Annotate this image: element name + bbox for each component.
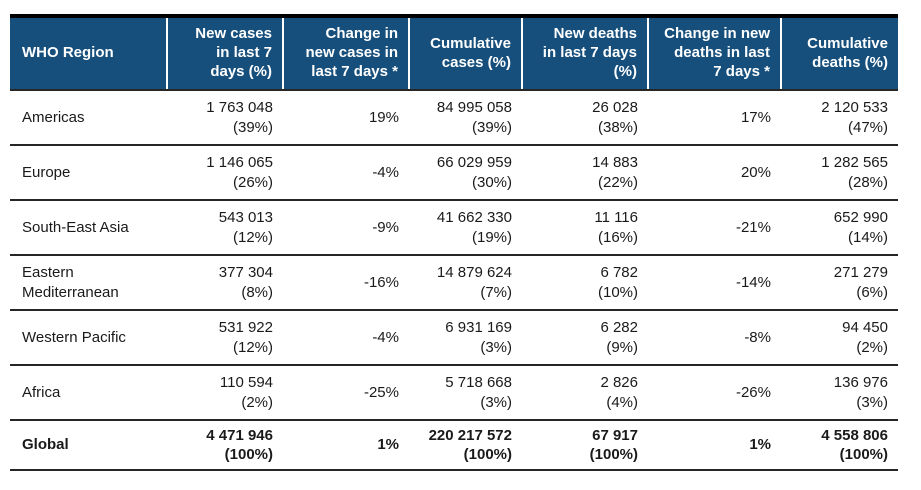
cumulative-deaths-cell: 2 120 533 (47%) <box>781 90 898 146</box>
new-cases-cell: 377 304 (8%) <box>167 255 283 311</box>
new-deaths-cell: 11 116 (16%) <box>522 200 648 256</box>
table-row-europe: Europe 1 146 065 (26%) -4% 66 029 959 (3… <box>10 145 898 201</box>
new-cases-cell: 531 922 (12%) <box>167 310 283 366</box>
region-cell: South-East Asia <box>10 200 167 256</box>
change-deaths-cell: 20% <box>648 145 781 201</box>
cumulative-cases-cell: 41 662 330 (19%) <box>409 200 522 256</box>
cumulative-deaths-cell: 136 976 (3%) <box>781 365 898 421</box>
change-cases-cell: -4% <box>283 310 409 366</box>
who-regional-summary-table: WHO Region New cases in last 7 days (%) … <box>10 14 898 471</box>
change-deaths-cell: 17% <box>648 90 781 146</box>
change-deaths-cell: -26% <box>648 365 781 421</box>
cumulative-cases-cell: 14 879 624 (7%) <box>409 255 522 311</box>
col-header-new-cases: New cases in last 7 days (%) <box>166 14 283 91</box>
new-cases-cell: 543 013 (12%) <box>167 200 283 256</box>
change-deaths-cell: -8% <box>648 310 781 366</box>
new-cases-cell: 110 594 (2%) <box>167 365 283 421</box>
change-cases-cell: 19% <box>283 90 409 146</box>
region-cell: Global <box>10 420 167 471</box>
new-cases-cell: 1 146 065 (26%) <box>167 145 283 201</box>
col-header-change-new-cases: Change in new cases in last 7 days * <box>282 14 409 91</box>
table-row-south-east-asia: South-East Asia 543 013 (12%) -9% 41 662… <box>10 200 898 256</box>
cumulative-deaths-cell: 271 279 (6%) <box>781 255 898 311</box>
cumulative-deaths-cell: 1 282 565 (28%) <box>781 145 898 201</box>
change-cases-cell: -25% <box>283 365 409 421</box>
table-row-eastern-mediterranean: Eastern Mediterranean 377 304 (8%) -16% … <box>10 255 898 311</box>
cumulative-cases-cell: 5 718 668 (3%) <box>409 365 522 421</box>
region-cell: Eastern Mediterranean <box>10 255 167 311</box>
cumulative-cases-cell: 6 931 169 (3%) <box>409 310 522 366</box>
region-cell: Western Pacific <box>10 310 167 366</box>
change-deaths-cell: 1% <box>648 420 781 471</box>
cumulative-cases-cell: 220 217 572 (100%) <box>409 420 522 471</box>
col-header-cumulative-deaths: Cumulative deaths (%) <box>780 14 898 91</box>
new-deaths-cell: 6 282 (9%) <box>522 310 648 366</box>
table-row-western-pacific: Western Pacific 531 922 (12%) -4% 6 931 … <box>10 310 898 366</box>
new-cases-cell: 4 471 946 (100%) <box>167 420 283 471</box>
col-header-change-new-deaths: Change in new deaths in last 7 days * <box>647 14 781 91</box>
cumulative-cases-cell: 66 029 959 (30%) <box>409 145 522 201</box>
header-row: WHO Region New cases in last 7 days (%) … <box>10 14 898 91</box>
table-row-americas: Americas 1 763 048 (39%) 19% 84 995 058 … <box>10 90 898 146</box>
cumulative-deaths-cell: 94 450 (2%) <box>781 310 898 366</box>
col-header-new-deaths: New deaths in last 7 days (%) <box>521 14 648 91</box>
change-cases-cell: 1% <box>283 420 409 471</box>
who-regional-summary: WHO Region New cases in last 7 days (%) … <box>10 14 898 471</box>
new-deaths-cell: 26 028 (38%) <box>522 90 648 146</box>
new-deaths-cell: 14 883 (22%) <box>522 145 648 201</box>
change-cases-cell: -9% <box>283 200 409 256</box>
new-cases-cell: 1 763 048 (39%) <box>167 90 283 146</box>
change-deaths-cell: -21% <box>648 200 781 256</box>
change-cases-cell: -4% <box>283 145 409 201</box>
col-header-cumulative-cases: Cumulative cases (%) <box>408 14 522 91</box>
cumulative-deaths-cell: 652 990 (14%) <box>781 200 898 256</box>
region-cell: Africa <box>10 365 167 421</box>
table-row-africa: Africa 110 594 (2%) -25% 5 718 668 (3%) … <box>10 365 898 421</box>
new-deaths-cell: 2 826 (4%) <box>522 365 648 421</box>
table-row-global-total: Global 4 471 946 (100%) 1% 220 217 572 (… <box>10 420 898 471</box>
region-cell: Europe <box>10 145 167 201</box>
new-deaths-cell: 67 917 (100%) <box>522 420 648 471</box>
col-header-who-region: WHO Region <box>10 14 167 91</box>
cumulative-deaths-cell: 4 558 806 (100%) <box>781 420 898 471</box>
region-cell: Americas <box>10 90 167 146</box>
new-deaths-cell: 6 782 (10%) <box>522 255 648 311</box>
change-deaths-cell: -14% <box>648 255 781 311</box>
change-cases-cell: -16% <box>283 255 409 311</box>
cumulative-cases-cell: 84 995 058 (39%) <box>409 90 522 146</box>
